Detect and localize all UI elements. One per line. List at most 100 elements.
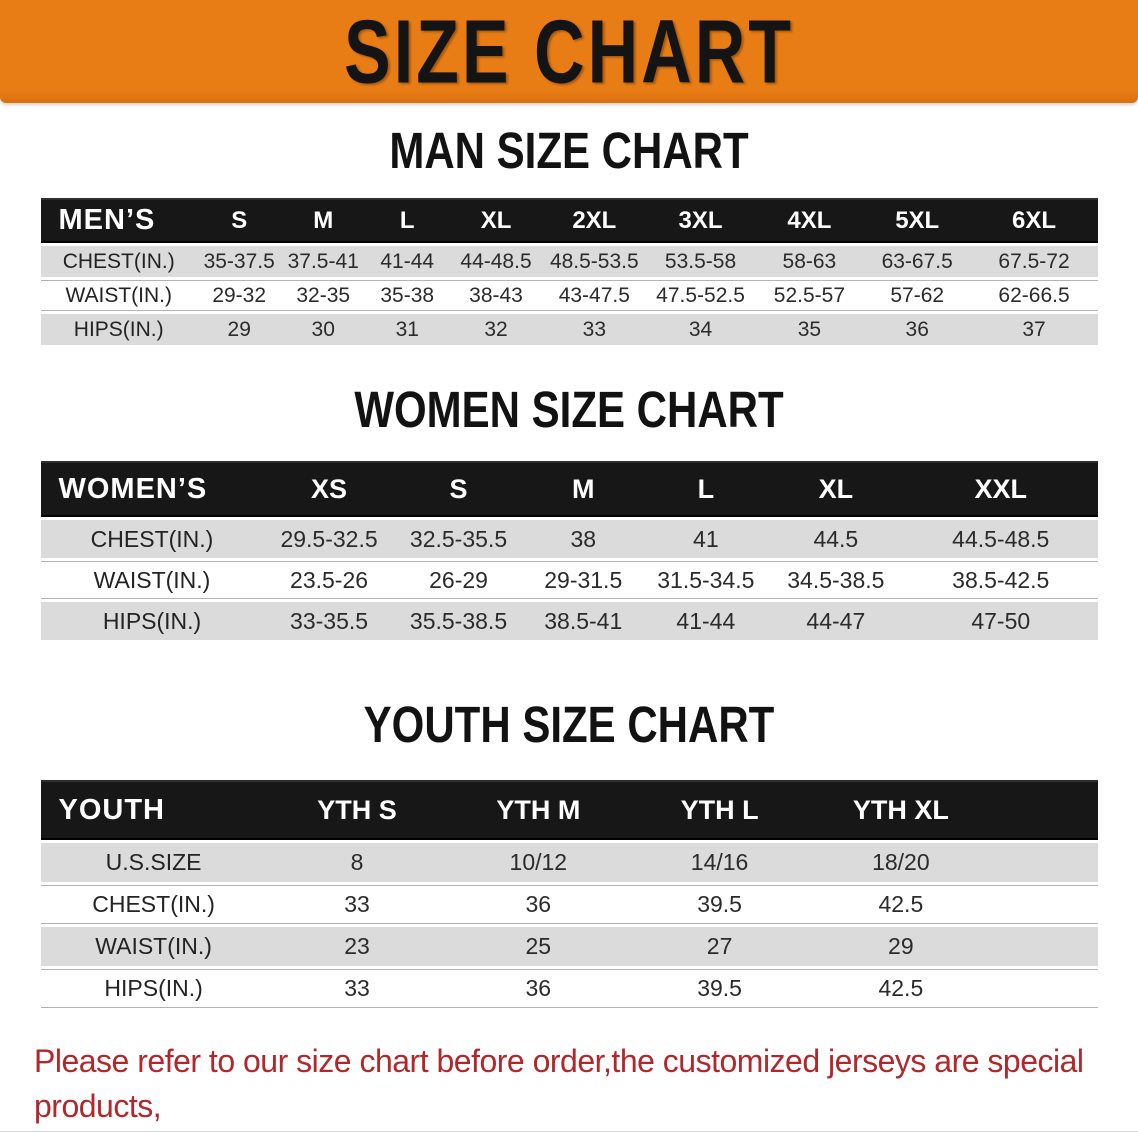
size-value: 34 [646, 314, 755, 345]
group-label: WOMEN’S [40, 461, 264, 517]
women-size-chart-heading: WOMEN SIZE CHART [354, 380, 784, 439]
spacer-cell [991, 780, 1098, 840]
size-column-header: YTH S [266, 780, 448, 840]
size-value: 43-47.5 [542, 280, 647, 311]
size-value: 47-50 [904, 602, 1098, 640]
size-column-header: YTH XL [809, 780, 992, 840]
size-value: 41-44 [364, 246, 450, 277]
man-size-chart-section: MAN SIZE CHART MEN’S S M L XL 2XL 3XL 4XL 5XL 6XL… [0, 122, 1138, 348]
size-value: 58-63 [754, 246, 864, 277]
size-value: 18/20 [809, 843, 992, 882]
size-value: 67.5-72 [970, 246, 1098, 277]
size-value: 30 [281, 314, 365, 345]
women-size-chart-section: WOMEN SIZE CHART WOMEN’S XS S M L XL XXL CHEST(… [0, 381, 1138, 643]
size-value: 32 [449, 314, 543, 345]
size-column-header: M [522, 461, 645, 517]
size-value: 32-35 [281, 280, 365, 311]
size-column-header: L [364, 198, 450, 243]
size-value: 38.5-41 [522, 602, 645, 640]
measurement-row: HIPS(IN.) 33-35.5 35.5-38.5 38.5-41 41-44 44-… [40, 602, 1098, 640]
size-value: 38 [522, 520, 645, 558]
size-value: 37.5-41 [281, 246, 365, 277]
size-value: 33 [266, 969, 448, 1008]
size-value: 39.5 [629, 885, 810, 924]
size-column-header: YTH L [629, 780, 810, 840]
row-label: HIPS(IN.) [40, 969, 267, 1008]
size-column-header: 2XL [542, 198, 647, 243]
size-column-header: XS [263, 461, 395, 517]
size-value: 23.5-26 [263, 561, 395, 599]
row-label: HIPS(IN.) [40, 314, 197, 345]
spacer-cell [991, 969, 1098, 1008]
table-header-row: YOUTH YTH S YTH M YTH L YTH XL [40, 780, 1098, 840]
size-value: 32.5-35.5 [394, 520, 523, 558]
size-value: 44-47 [767, 602, 905, 640]
size-value: 41-44 [644, 602, 768, 640]
size-chart-title: SIZE CHART [344, 1, 794, 102]
group-label: YOUTH [40, 780, 267, 840]
mens-size-table: MEN’S S M L XL 2XL 3XL 4XL 5XL 6XL CHEST(IN.) 35-37… [40, 195, 1098, 348]
size-value: 26-29 [394, 561, 523, 599]
size-column-header: S [394, 461, 523, 517]
size-value: 33 [266, 885, 448, 924]
size-value: 35-38 [364, 280, 450, 311]
size-value: 63-67.5 [863, 246, 971, 277]
size-value: 23 [266, 927, 448, 966]
size-value: 48.5-53.5 [542, 246, 647, 277]
size-value: 29 [196, 314, 282, 345]
youth-size-chart-section: YOUTH SIZE CHART YOUTH YTH S YTH M YTH L YTH… [0, 696, 1138, 1011]
measurement-row: WAIST(IN.) 29-32 32-35 35-38 38-43 43-47.5 47.… [40, 280, 1098, 311]
row-label: WAIST(IN.) [40, 927, 267, 966]
measurement-row: U.S.SIZE 8 10/12 14/16 18/20 [40, 843, 1098, 882]
size-value: 10/12 [447, 843, 630, 882]
size-value: 62-66.5 [970, 280, 1098, 311]
youth-size-table: YOUTH YTH S YTH M YTH L YTH XL U.S.SIZE 8 10/12… [40, 777, 1098, 1011]
size-column-header: YTH M [447, 780, 630, 840]
size-value: 36 [863, 314, 971, 345]
size-value: 38-43 [449, 280, 543, 311]
row-label: HIPS(IN.) [40, 602, 264, 640]
size-value: 35.5-38.5 [394, 602, 523, 640]
measurement-row: WAIST(IN.) 23 25 27 29 [40, 927, 1098, 966]
size-column-header: 3XL [646, 198, 755, 243]
size-value: 42.5 [809, 969, 992, 1008]
youth-size-chart-heading: YOUTH SIZE CHART [363, 695, 775, 754]
size-value: 38.5-42.5 [904, 561, 1098, 599]
size-value: 29-31.5 [522, 561, 645, 599]
size-column-header: M [281, 198, 365, 243]
size-value: 42.5 [809, 885, 992, 924]
spacer-cell [991, 843, 1098, 882]
measurement-row: WAIST(IN.) 23.5-26 26-29 29-31.5 31.5-34.5 34… [40, 561, 1098, 599]
size-column-header: 6XL [970, 198, 1098, 243]
size-column-header: 5XL [863, 198, 971, 243]
disclaimer-line-1: Please refer to our size chart before or… [34, 1043, 1084, 1124]
table-header-row: MEN’S S M L XL 2XL 3XL 4XL 5XL 6XL [40, 198, 1098, 243]
size-column-header: L [644, 461, 768, 517]
size-column-header: 4XL [754, 198, 864, 243]
measurement-row: HIPS(IN.) 33 36 39.5 42.5 [40, 969, 1098, 1008]
womens-size-table: WOMEN’S XS S M L XL XXL CHEST(IN.) 29.5-32.5 32.5… [40, 458, 1098, 643]
size-value: 29-32 [196, 280, 282, 311]
measurement-row: CHEST(IN.) 29.5-32.5 32.5-35.5 38 41 44.5 44.5… [40, 520, 1098, 558]
size-value: 33-35.5 [263, 602, 395, 640]
size-value: 35-37.5 [196, 246, 282, 277]
size-value: 27 [629, 927, 810, 966]
size-value: 33 [542, 314, 647, 345]
size-value: 44.5-48.5 [904, 520, 1098, 558]
size-value: 29 [809, 927, 992, 966]
size-value: 35 [754, 314, 864, 345]
size-value: 37 [970, 314, 1098, 345]
row-label: CHEST(IN.) [40, 246, 197, 277]
size-value: 8 [266, 843, 448, 882]
size-chart-banner: SIZE CHART [0, 0, 1138, 103]
size-value: 41 [644, 520, 768, 558]
measurement-row: CHEST(IN.) 35-37.5 37.5-41 41-44 44-48.5 48.5… [40, 246, 1098, 277]
measurement-row: HIPS(IN.) 29 30 31 32 33 34 35 36 37 [40, 314, 1098, 345]
size-column-header: XL [767, 461, 905, 517]
size-value: 36 [447, 885, 630, 924]
group-label: MEN’S [40, 198, 197, 243]
size-value: 36 [447, 969, 630, 1008]
size-column-header: S [196, 198, 282, 243]
row-label: CHEST(IN.) [40, 885, 267, 924]
